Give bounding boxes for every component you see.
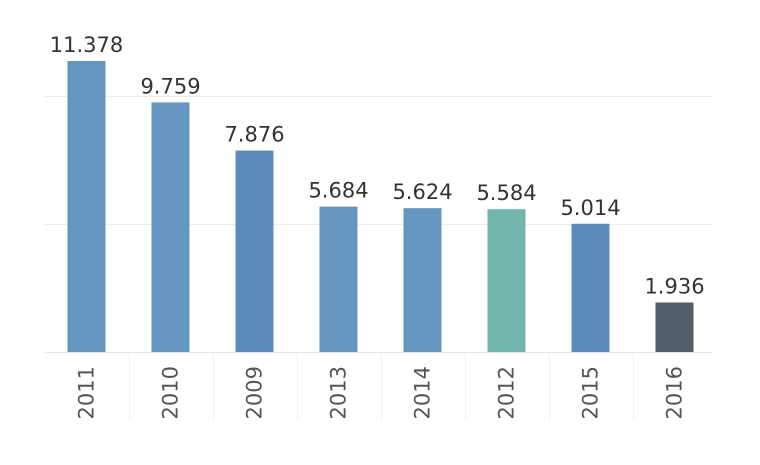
x-tick-label-2012: 2012 [495,366,519,419]
value-label-2015: 5.014 [560,196,620,220]
value-label-2016: 1.936 [644,274,704,298]
bar-2013[interactable] [319,206,358,352]
value-label-2012: 5.584 [476,181,536,205]
bar-2010[interactable] [151,102,190,352]
value-label-2010: 9.759 [140,74,200,98]
x-tick-label-2013: 2013 [327,366,351,419]
x-tick-label-2016: 2016 [663,366,687,419]
bar-2016[interactable] [655,302,694,352]
value-label-2014: 5.624 [392,180,452,204]
bar-2009[interactable] [235,150,274,352]
x-tick-label-2010: 2010 [159,366,183,419]
bars [67,61,694,352]
bar-2011[interactable] [67,61,106,352]
bar-2014[interactable] [403,208,442,352]
value-label-2009: 7.876 [224,123,284,147]
bar-2015[interactable] [571,223,610,352]
x-tick-label-2015: 2015 [579,366,603,419]
x-axis-ticks: 2011 2010 2009 2013 2014 2012 2015 2016 [75,366,687,419]
value-label-2011: 11.378 [50,33,123,57]
x-tick-label-2014: 2014 [411,366,435,419]
x-tick-label-2011: 2011 [75,366,99,419]
x-tick-label-2009: 2009 [243,366,267,419]
value-labels: 11.378 9.759 7.876 5.684 5.624 5.584 5.014 1.93… [50,33,705,298]
gridlines [45,96,713,420]
value-label-2013: 5.684 [308,179,368,203]
bar-2012[interactable] [487,209,526,352]
